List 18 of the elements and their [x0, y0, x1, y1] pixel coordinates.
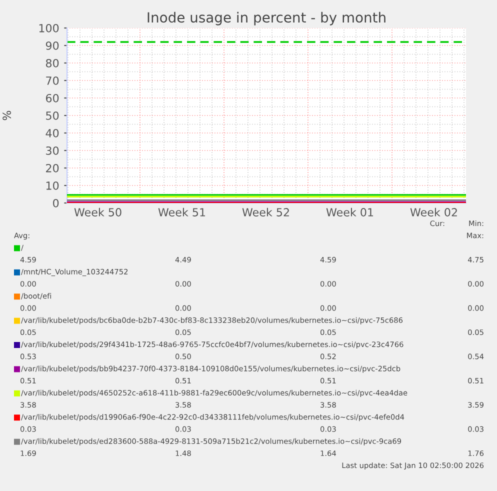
- y-tick-label: 0: [53, 198, 59, 208]
- y-tick-label: 60: [46, 94, 59, 102]
- x-tick-label: Week 50: [74, 208, 122, 216]
- chart-title: Inode usage in percent - by month: [148, 12, 386, 26]
- y-tick-label: 40: [46, 128, 59, 138]
- y-tick-label: 20: [46, 164, 59, 172]
- x-tick-label: Week 52: [242, 208, 289, 216]
- y-tick-label: 100: [39, 24, 59, 32]
- y-tick-label: 30: [46, 146, 59, 155]
- y-tick-label: 50: [46, 111, 59, 120]
- y-axis-title: %: [2, 110, 11, 120]
- y-tick-label: 70: [46, 76, 59, 85]
- x-tick-label: Week 02: [410, 208, 457, 216]
- y-tick-label: 90: [46, 41, 59, 50]
- y-tick-label: 80: [46, 58, 59, 68]
- y-tick-label: 10: [46, 181, 59, 190]
- x-tick-label: Week 51: [158, 208, 206, 216]
- x-tick-label: Week 01: [326, 208, 374, 216]
